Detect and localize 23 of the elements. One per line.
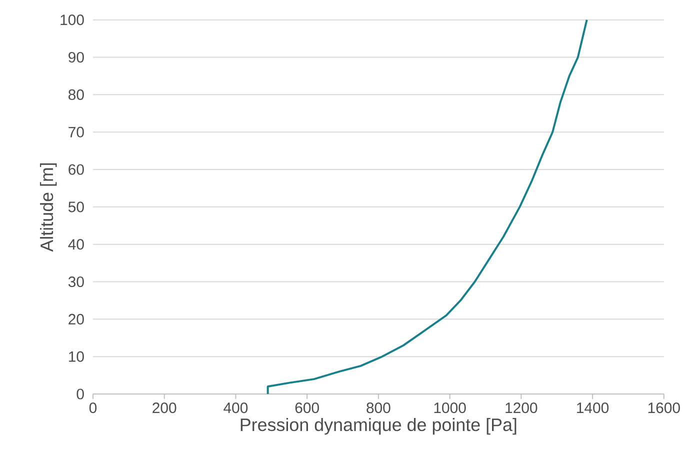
- y-tick-label: 0: [76, 388, 84, 400]
- x-tick-label: 400: [224, 402, 248, 414]
- x-tick-label: 800: [366, 402, 390, 414]
- y-tick-label: 90: [68, 52, 84, 63]
- y-tick-label: 50: [68, 202, 84, 212]
- x-tick-label: 0: [89, 402, 97, 414]
- x-tick-label: 200: [152, 402, 176, 414]
- y-tick-label: 100: [60, 14, 84, 26]
- y-tick-label: 70: [68, 126, 84, 138]
- x-tick-label: 1400: [577, 402, 609, 414]
- x-tick-label: 1600: [648, 402, 680, 414]
- y-tick-label: 30: [68, 276, 84, 288]
- x-axis-title: Pression dynamique de pointe [Pa]: [240, 418, 516, 435]
- y-tick-label: 40: [68, 239, 84, 250]
- y-tick-label: 10: [69, 351, 84, 362]
- y-tick-label: 60: [68, 164, 84, 175]
- x-tick-label: 1200: [506, 402, 538, 414]
- x-tick-label: 1000: [434, 402, 466, 414]
- y-tick-label: 20: [68, 314, 84, 325]
- y-axis-title: Altitude [m]: [40, 163, 57, 252]
- x-tick-label: 600: [295, 402, 319, 414]
- y-tick-label: 80: [68, 89, 84, 100]
- line-series: [266, 18, 588, 396]
